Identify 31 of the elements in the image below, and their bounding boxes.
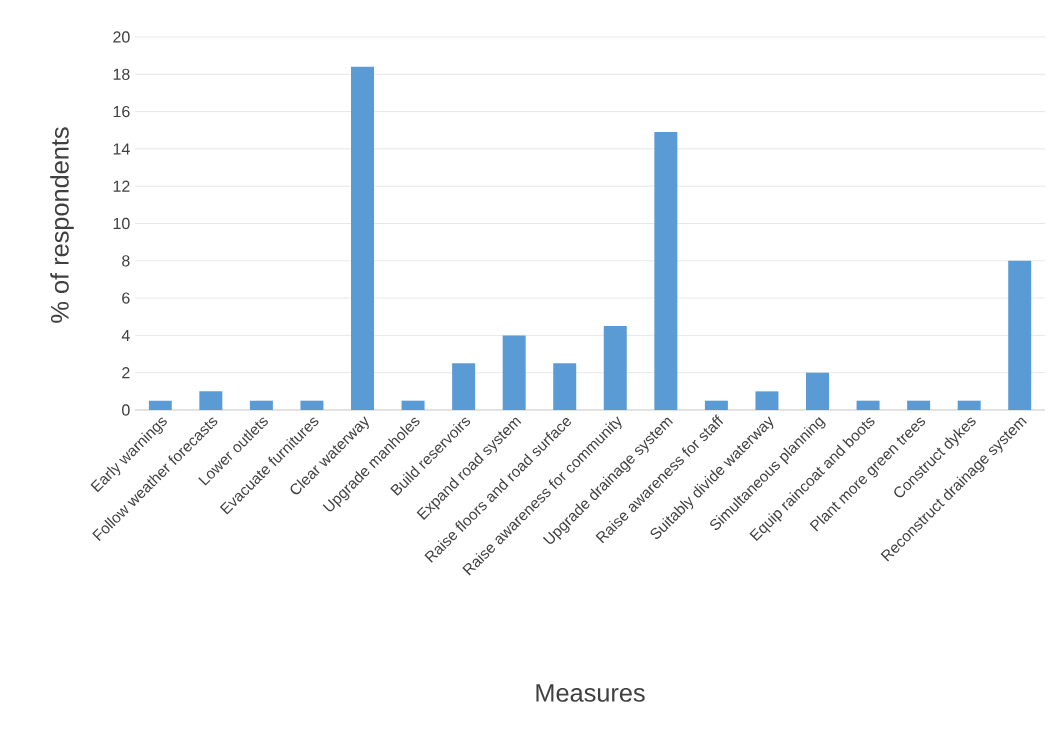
bar (148, 400, 172, 410)
bar (806, 372, 830, 410)
x-axis-title: Measures (536, 684, 645, 702)
y-tick-label: 10 (113, 217, 130, 230)
y-tick-label: 8 (122, 255, 130, 267)
y-tick-label: 0 (122, 404, 130, 416)
bar (755, 391, 779, 410)
bar (1008, 260, 1032, 410)
y-tick-label: 4 (121, 329, 130, 341)
bar (401, 400, 425, 410)
bar (452, 363, 476, 410)
y-tick-label: 20 (113, 31, 130, 43)
bar (553, 363, 577, 410)
y-axis-title: % of respondents (50, 127, 74, 323)
y-tick-label: 14 (113, 143, 130, 155)
bar (502, 335, 526, 410)
bar (907, 400, 931, 410)
bar (704, 400, 728, 410)
bar (351, 66, 375, 410)
bar (654, 132, 678, 410)
y-tick-label: 2 (122, 367, 130, 379)
bar (249, 400, 273, 410)
y-tick-label: 12 (113, 180, 130, 192)
bar (300, 400, 324, 410)
y-tick-label: 18 (113, 68, 130, 80)
y-tick-label: 6 (122, 292, 130, 304)
y-tick-label: 16 (113, 105, 130, 118)
bar (199, 391, 223, 410)
bar (957, 400, 981, 410)
bar (603, 326, 627, 410)
bar (856, 400, 880, 410)
